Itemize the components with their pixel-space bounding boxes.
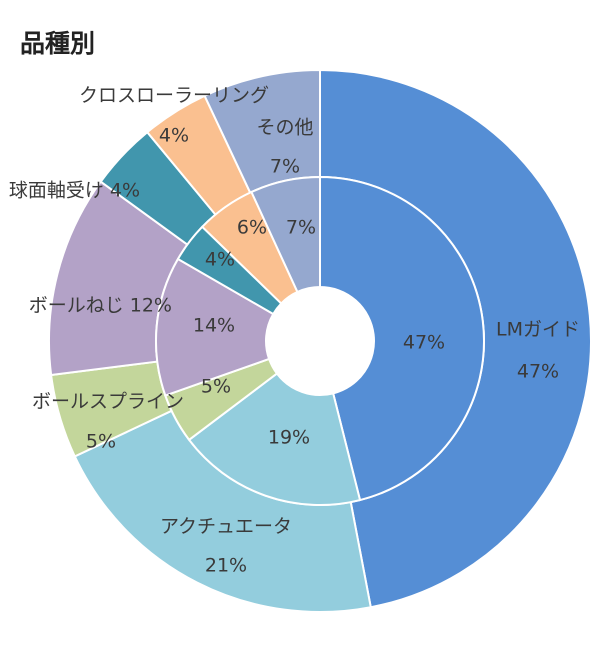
inner-value-label-7: 7% bbox=[286, 217, 316, 239]
outer-category-label-2: アクチュエータ bbox=[160, 516, 292, 538]
outer-value-label-1: 47% bbox=[517, 361, 559, 383]
inner-ring-slice-1 bbox=[319, 175, 485, 502]
outer-value-label-7: 7% bbox=[270, 156, 300, 178]
inner-value-label-2: 19% bbox=[268, 427, 310, 449]
outer-category-label-1: LMガイド bbox=[496, 319, 580, 341]
inner-ring-slice-2 bbox=[187, 372, 362, 506]
outer-category-label-5: 球面軸受け 4% bbox=[9, 180, 140, 202]
outer-value-label-6: 4% bbox=[159, 125, 189, 147]
inner-value-label-4: 14% bbox=[193, 315, 235, 337]
inner-value-label-3: 5% bbox=[201, 376, 231, 398]
chart-title: 品種別 bbox=[20, 29, 96, 58]
outer-value-label-3: 5% bbox=[86, 431, 116, 453]
inner-value-label-1: 47% bbox=[403, 332, 445, 354]
outer-category-label-7: その他 bbox=[256, 117, 313, 139]
outer-category-label-3: ボールスプライン bbox=[32, 391, 184, 413]
inner-value-label-5: 4% bbox=[205, 249, 235, 271]
outer-category-label-4: ボールねじ 12% bbox=[29, 295, 172, 317]
inner-ring-slice-7 bbox=[250, 175, 321, 294]
inner-value-label-6: 6% bbox=[237, 217, 267, 239]
inner-ring-slice-4 bbox=[155, 257, 275, 397]
outer-value-label-2: 21% bbox=[205, 555, 247, 577]
outer-category-label-6: クロスローラーリング bbox=[79, 85, 269, 107]
